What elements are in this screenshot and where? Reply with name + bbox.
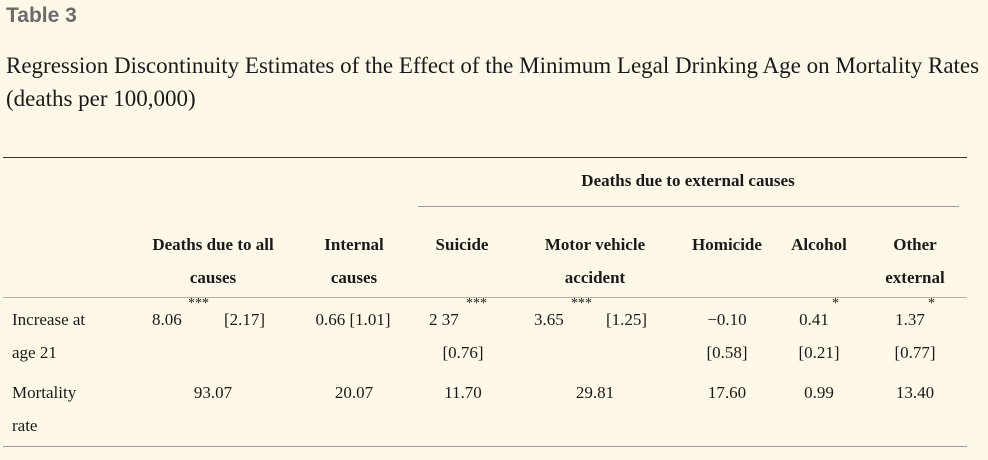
col-header-internal: Internal (324, 235, 384, 254)
col-header-alcohol: Alcohol (791, 235, 847, 254)
row-label-mortality: Mortality (12, 383, 77, 402)
cell-value: 1.37 (895, 310, 925, 329)
significance-stars: *** (466, 296, 487, 311)
cell-se: [0.77] (894, 343, 936, 362)
col-header-homicide: Homicide (692, 235, 762, 254)
cell-se: [0.21] (798, 343, 840, 362)
bottom-rule (3, 446, 967, 447)
col-header-other-2: external (885, 268, 945, 287)
col-header-motor-vehicle: Motor vehicle (544, 235, 646, 254)
col-header-internal-2: causes (330, 268, 378, 287)
cell-se: [1.25] (606, 310, 648, 329)
header-rule (3, 297, 967, 298)
top-rule (3, 157, 967, 158)
cell-value: 29.81 (575, 383, 615, 402)
cell-value: 0.41 (799, 310, 829, 329)
cell-value: 13.40 (895, 383, 935, 402)
cell-value: 0.99 (804, 383, 834, 402)
row-label-increase-2: age 21 (12, 343, 57, 362)
col-header-other: Other (893, 235, 937, 254)
cell-value: −0.10 (707, 310, 747, 329)
cell-value: 0.66 [1.01] (315, 310, 391, 329)
group-rule (418, 206, 959, 207)
cell-value: 20.07 (334, 383, 374, 402)
cell-se: [0.76] (442, 343, 484, 362)
cell-value: 8.06 (152, 310, 182, 329)
cell-value: 17.60 (707, 383, 747, 402)
col-header-all-causes-2: causes (189, 268, 237, 287)
significance-stars: *** (571, 296, 592, 311)
significance-stars: * (928, 296, 935, 311)
cell-value: 11.70 (444, 383, 482, 402)
cell-se: [0.58] (706, 343, 748, 362)
row-label-increase: Increase at (12, 310, 86, 329)
cell-value: 2 37 (429, 310, 459, 329)
cell-value: 3.65 (534, 310, 564, 329)
significance-stars: *** (188, 296, 209, 311)
significance-stars: * (832, 296, 839, 311)
table-title: Regression Discontinuity Estimates of th… (6, 53, 980, 111)
row-label-mortality-2: rate (12, 416, 38, 435)
cell-value: 93.07 (193, 383, 233, 402)
col-header-motor-vehicle-2: accident (564, 268, 626, 287)
col-header-suicide: Suicide (435, 235, 489, 254)
table-label: Table 3 (6, 4, 77, 27)
cell-se: [2.17] (224, 310, 266, 329)
group-header: Deaths due to external causes (581, 171, 795, 190)
col-header-all-causes: Deaths due to all (152, 235, 274, 254)
